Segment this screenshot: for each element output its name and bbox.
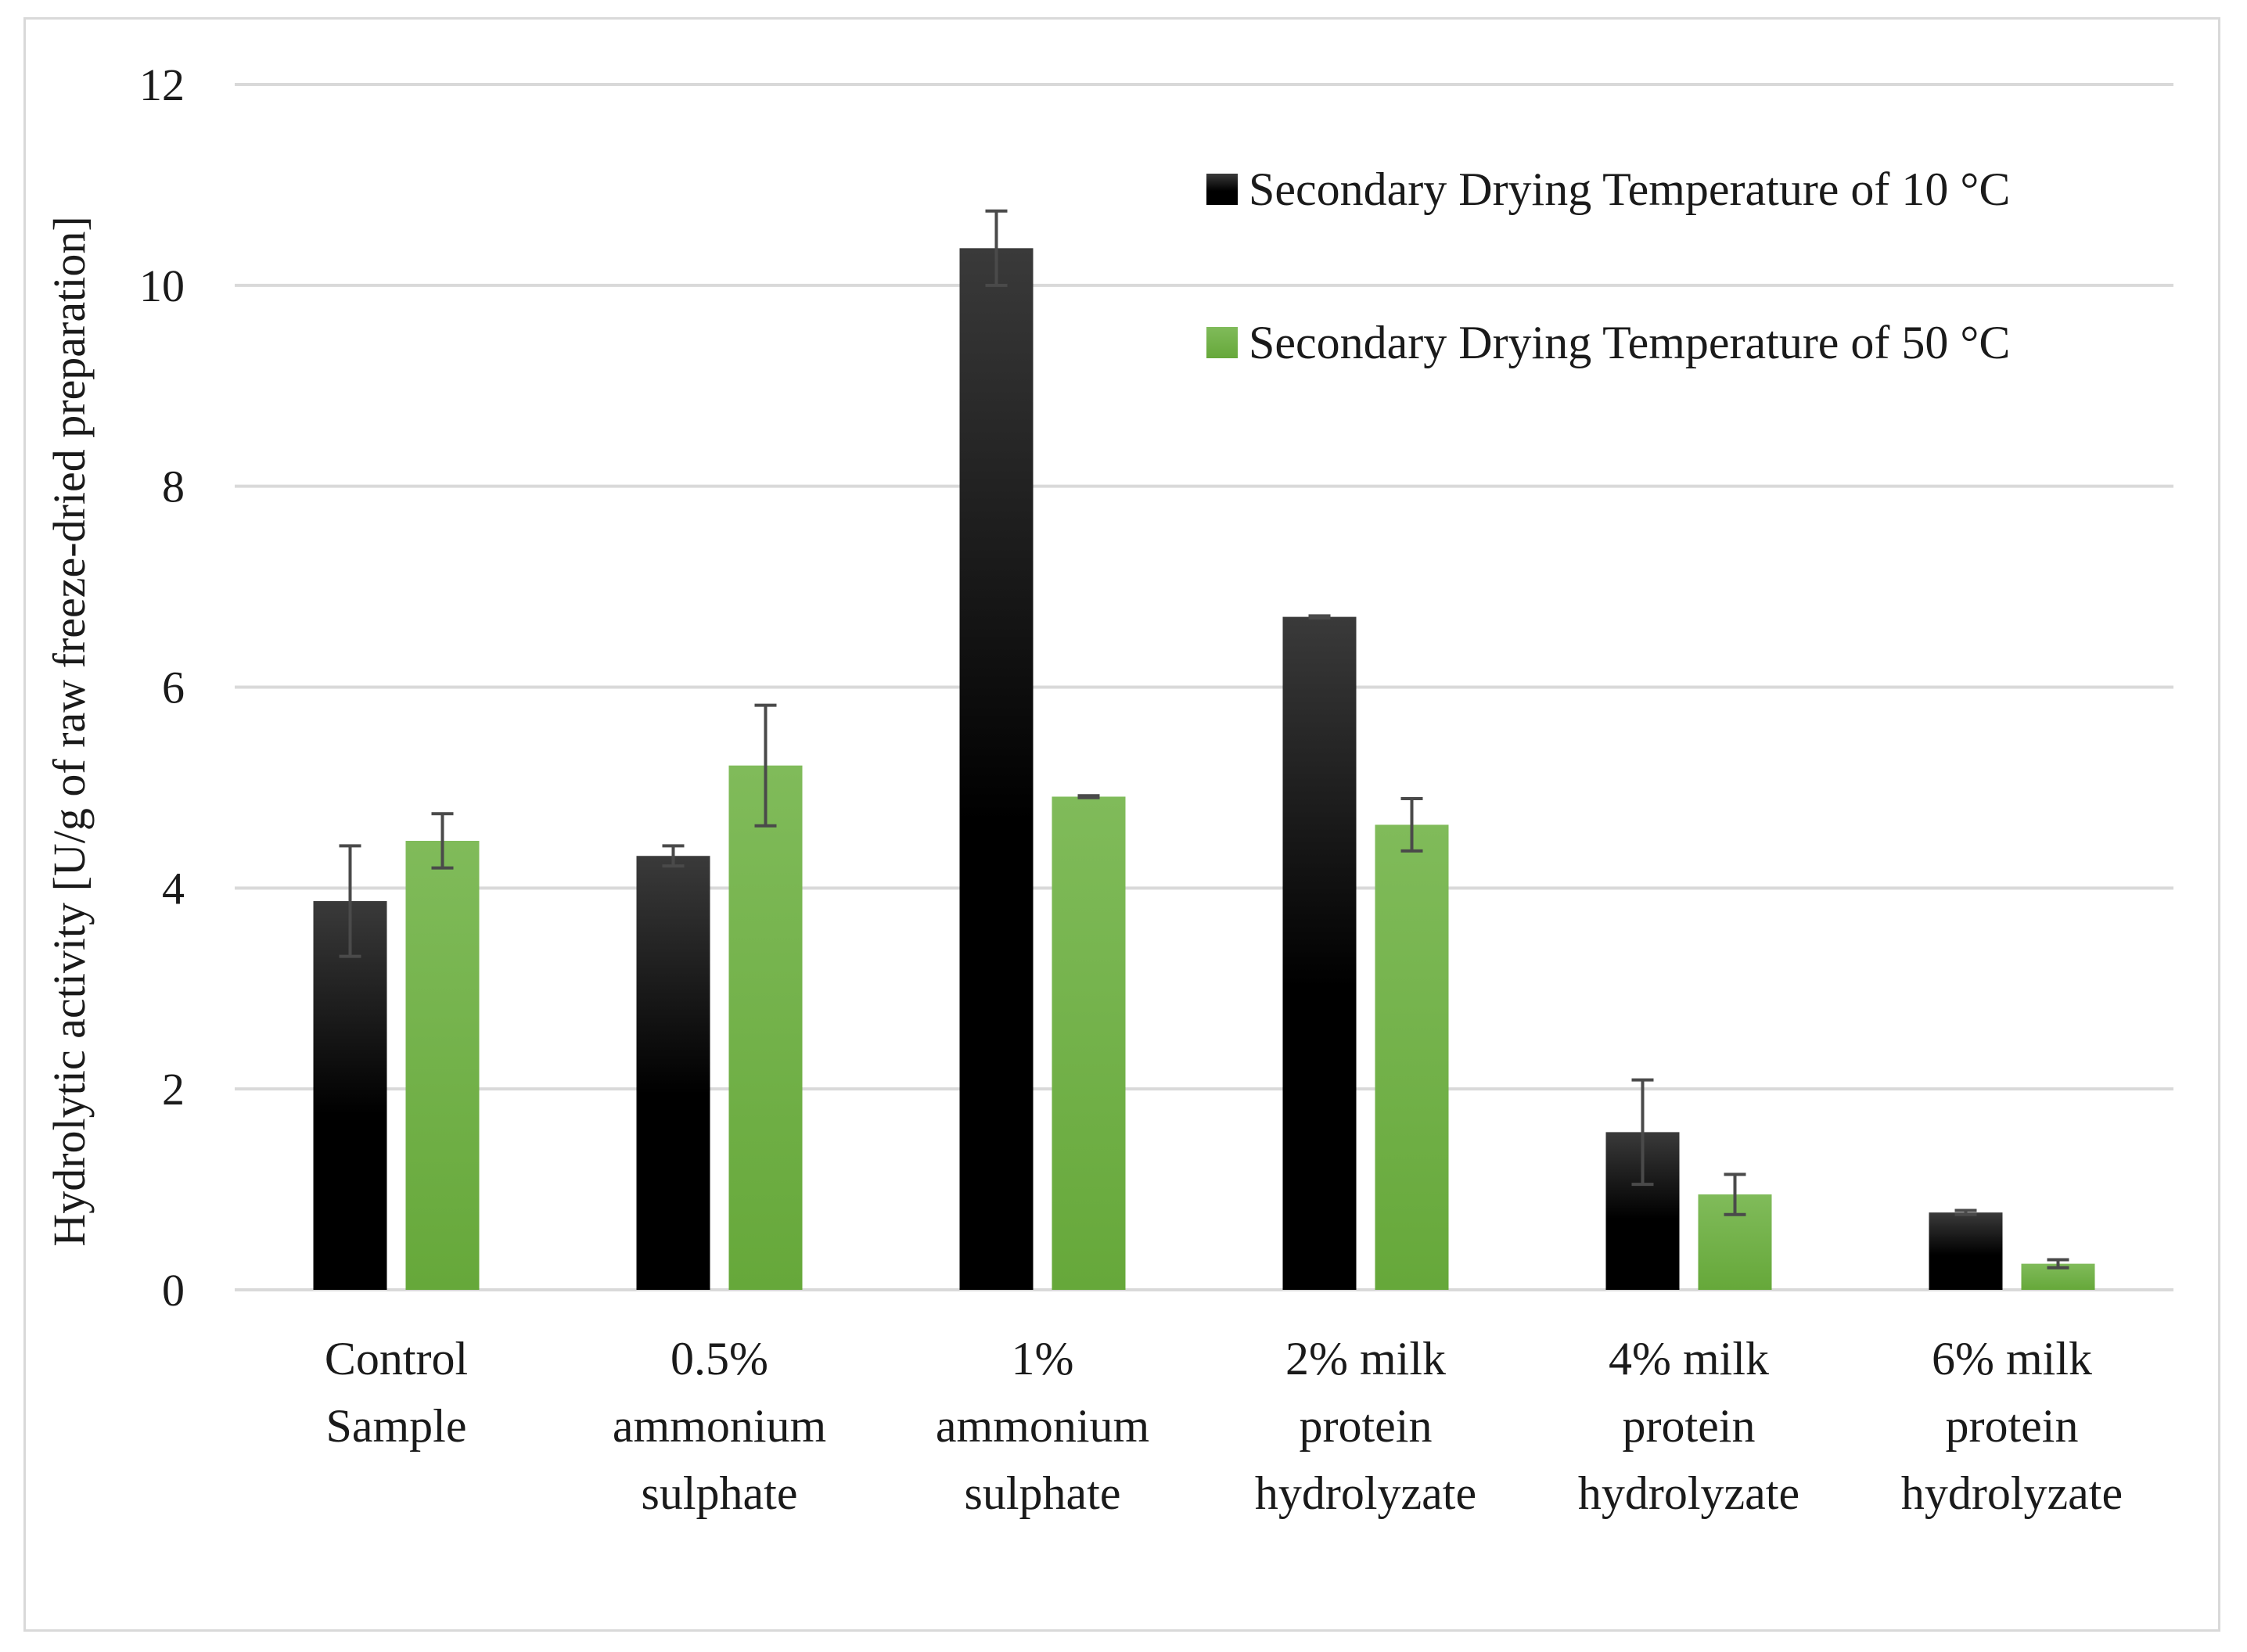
error-bar-s0-c4 (1631, 1078, 1654, 1187)
x-category-label-4: 4% milk protein hydrolyzate (1578, 1333, 1799, 1519)
x-category-label-2: 1% ammonium sulphate (936, 1333, 1149, 1519)
y-axis-ticks: 0 2 4 6 8 10 12 (139, 59, 185, 1316)
y-axis-title: Hydrolytic activity [U/g of raw freeze-d… (44, 216, 95, 1246)
y-tick-label-12: 12 (139, 59, 185, 110)
error-bar-s1-c2 (1077, 794, 1100, 799)
bar-s0-c1 (636, 856, 710, 1290)
y-tick-label-0: 0 (162, 1265, 185, 1316)
bar-s0-c3 (1282, 616, 1357, 1290)
error-bar-s0-c1 (662, 844, 685, 868)
x-category-label-3: 2% milk protein hydrolyzate (1255, 1333, 1476, 1519)
error-bar-s0-c5 (1954, 1208, 1977, 1216)
x-category-label-5: 6% milk protein hydrolyzate (1901, 1333, 2123, 1519)
legend-swatch-0 (1206, 174, 1238, 205)
error-bar-s0-c3 (1308, 614, 1331, 620)
x-category-label-0: Control Sample (325, 1333, 468, 1452)
y-tick-label-6: 6 (162, 663, 185, 713)
x-axis-categories: Control Sample 0.5% ammonium sulphate 1% ammon… (325, 1333, 2123, 1519)
x-category-label-1: 0.5% ammonium sulphate (613, 1333, 826, 1519)
error-bar-s1-c3 (1400, 797, 1423, 853)
bar-s0-c0 (313, 901, 387, 1290)
error-bar-s1-c1 (754, 703, 777, 828)
y-tick-label-2: 2 (162, 1064, 185, 1115)
bar-s1-c2 (1052, 796, 1126, 1290)
y-tick-label-10: 10 (139, 260, 185, 311)
error-bar-s1-c0 (431, 812, 454, 870)
gridlines (235, 83, 2173, 1291)
error-bars (339, 209, 2069, 1270)
legend-swatch-1 (1206, 327, 1238, 358)
error-bar-s0-c0 (339, 844, 361, 958)
error-bar-s0-c2 (985, 209, 1008, 287)
bar-s0-c5 (1929, 1212, 2003, 1290)
legend-label-1: Secondary Drying Temperature of 50 °C (1249, 317, 2010, 368)
error-bar-s1-c4 (1724, 1173, 1746, 1216)
error-bar-s1-c5 (2047, 1258, 2069, 1270)
bars (313, 248, 2095, 1291)
bar-s1-c1 (728, 765, 803, 1290)
y-tick-label-4: 4 (162, 863, 185, 914)
legend: Secondary Drying Temperature of 10 °C Sec… (1206, 163, 2010, 368)
bar-s1-c0 (405, 840, 480, 1290)
y-tick-label-8: 8 (162, 461, 185, 512)
bar-s1-c3 (1375, 824, 1449, 1290)
legend-label-0: Secondary Drying Temperature of 10 °C (1249, 163, 2010, 215)
bar-s0-c2 (959, 248, 1034, 1291)
